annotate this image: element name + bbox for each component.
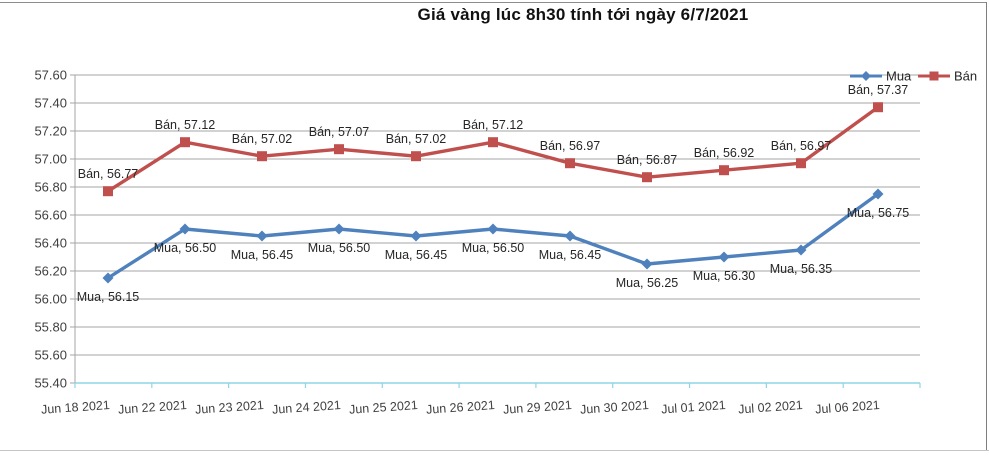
data-label-bán: Bán, 56.97 xyxy=(540,139,601,153)
data-label-bán: Bán, 56.97 xyxy=(771,139,832,153)
legend-marker-bán-icon xyxy=(929,71,939,81)
series-line-mua xyxy=(106,192,880,280)
y-tick-label: 57.20 xyxy=(34,124,67,139)
data-label-bán: Bán, 57.12 xyxy=(155,118,216,132)
marker-bán xyxy=(719,165,729,176)
data-label-bán: Bán, 57.37 xyxy=(848,83,909,97)
marker-bán xyxy=(642,172,652,183)
marker-mua xyxy=(718,251,730,263)
y-tick-label: 57.40 xyxy=(34,96,67,111)
y-tick-label: 56.20 xyxy=(34,264,67,279)
data-label-mua: Mua, 56.25 xyxy=(616,276,679,290)
marker-bán xyxy=(334,144,344,155)
x-tick-label: Jun 25 2021 xyxy=(349,398,419,417)
x-tick-label: Jun 26 2021 xyxy=(426,398,496,417)
marker-mua xyxy=(333,223,345,235)
x-tick-label: Jul 06 2021 xyxy=(815,398,881,416)
data-label-mua: Mua, 56.35 xyxy=(770,262,833,276)
window-border-top xyxy=(0,2,987,3)
window-border-right xyxy=(986,2,987,451)
data-label-mua: Mua, 56.50 xyxy=(462,241,525,255)
y-tick-label: 57.00 xyxy=(34,152,67,167)
data-label-mua: Mua, 56.30 xyxy=(693,269,756,283)
data-label-bán: Bán, 57.02 xyxy=(232,132,293,146)
legend-label-bán: Bán xyxy=(954,69,977,84)
marker-bán xyxy=(488,137,498,148)
x-tick-label: Jul 01 2021 xyxy=(661,398,727,416)
legend-marker-mua-icon xyxy=(861,71,871,81)
data-label-bán: Bán, 56.87 xyxy=(617,153,678,167)
y-tick-label: 55.80 xyxy=(34,320,67,335)
data-label-mua: Mua, 56.45 xyxy=(539,248,602,262)
marker-bán xyxy=(796,158,806,169)
y-tick-label: 56.80 xyxy=(34,180,67,195)
marker-mua xyxy=(564,230,576,242)
marker-mua xyxy=(256,230,268,242)
x-tick-label: Jun 18 2021 xyxy=(41,398,111,417)
data-label-mua: Mua, 56.15 xyxy=(77,290,140,304)
y-tick-label: 56.60 xyxy=(34,208,67,223)
x-tick-label: Jun 30 2021 xyxy=(580,398,650,417)
y-tick-label: 55.60 xyxy=(34,348,67,363)
window-border-bottom xyxy=(0,450,989,451)
data-label-mua: Mua, 56.50 xyxy=(308,241,371,255)
marker-mua xyxy=(102,272,114,284)
y-tick-label: 57.60 xyxy=(34,68,67,83)
marker-bán xyxy=(257,151,267,162)
marker-bán xyxy=(103,186,113,197)
marker-mua xyxy=(641,258,653,270)
marker-mua xyxy=(795,244,807,256)
y-tick-label: 56.40 xyxy=(34,236,67,251)
data-label-bán: Bán, 57.07 xyxy=(309,125,370,139)
x-tick-label: Jun 23 2021 xyxy=(195,398,265,417)
data-label-mua: Mua, 56.75 xyxy=(847,206,910,220)
data-label-bán: Bán, 57.12 xyxy=(463,118,524,132)
legend-label-mua: Mua xyxy=(886,69,912,84)
data-label-bán: Bán, 57.02 xyxy=(386,132,447,146)
marker-mua xyxy=(410,230,422,242)
marker-bán xyxy=(565,158,575,169)
data-label-mua: Mua, 56.50 xyxy=(154,241,217,255)
x-tick-label: Jun 22 2021 xyxy=(118,398,188,417)
data-label-bán: Bán, 56.92 xyxy=(694,146,755,160)
y-tick-label: 56.00 xyxy=(34,292,67,307)
marker-bán xyxy=(873,102,883,113)
marker-bán xyxy=(411,151,421,162)
marker-mua xyxy=(179,223,191,235)
chart-title: Giá vàng lúc 8h30 tính tới ngày 6/7/2021 xyxy=(417,5,749,24)
marker-mua xyxy=(487,223,499,235)
marker-mua xyxy=(872,188,884,200)
x-tick-label: Jun 24 2021 xyxy=(272,398,342,417)
data-label-mua: Mua, 56.45 xyxy=(231,248,294,262)
data-label-mua: Mua, 56.45 xyxy=(385,248,448,262)
x-tick-label: Jun 29 2021 xyxy=(503,398,573,417)
data-label-bán: Bán, 56.77 xyxy=(78,167,139,181)
marker-bán xyxy=(180,137,190,148)
x-tick-label: Jul 02 2021 xyxy=(738,398,804,416)
y-tick-label: 55.40 xyxy=(34,376,67,391)
